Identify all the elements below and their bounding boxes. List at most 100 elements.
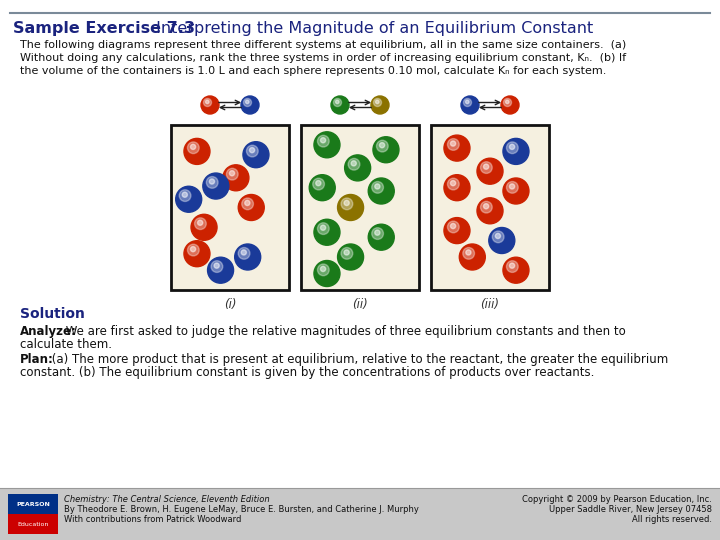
Circle shape [503, 138, 529, 164]
Text: calculate them.: calculate them. [20, 338, 112, 351]
Circle shape [314, 260, 340, 287]
Circle shape [194, 218, 206, 230]
Text: constant. (b) The equilibrium constant is given by the concentrations of product: constant. (b) The equilibrium constant i… [20, 366, 595, 379]
Circle shape [204, 98, 212, 106]
Circle shape [242, 198, 253, 210]
Circle shape [230, 171, 235, 176]
Circle shape [506, 142, 518, 153]
Circle shape [484, 164, 489, 169]
Bar [301, 125, 419, 290]
Circle shape [210, 179, 215, 184]
Circle shape [191, 144, 196, 150]
Circle shape [451, 180, 456, 186]
Text: Plan:: Plan: [20, 353, 54, 366]
Circle shape [314, 132, 340, 158]
Text: (iii): (iii) [480, 298, 500, 311]
Circle shape [246, 145, 258, 157]
Circle shape [338, 244, 364, 270]
Circle shape [484, 204, 489, 209]
Circle shape [201, 96, 219, 114]
Circle shape [318, 223, 329, 234]
Circle shape [320, 138, 325, 143]
Circle shape [444, 175, 470, 201]
Circle shape [503, 178, 529, 204]
Text: The following diagrams represent three different systems at equilibrium, all in : The following diagrams represent three d… [20, 40, 626, 50]
Bar [8, 514, 58, 534]
Circle shape [351, 161, 356, 166]
Bar [8, 494, 58, 514]
Circle shape [341, 247, 353, 259]
Text: All rights reserved.: All rights reserved. [632, 515, 712, 524]
Circle shape [451, 224, 456, 228]
Circle shape [510, 144, 515, 150]
Circle shape [249, 147, 255, 153]
Circle shape [246, 100, 249, 104]
Circle shape [241, 96, 259, 114]
Text: Education: Education [17, 522, 49, 526]
Circle shape [211, 261, 222, 272]
Circle shape [312, 178, 325, 190]
Circle shape [226, 168, 238, 180]
Text: Analyze:: Analyze: [20, 325, 77, 338]
Circle shape [207, 257, 233, 283]
Circle shape [235, 244, 261, 270]
Circle shape [447, 139, 459, 150]
Circle shape [459, 244, 485, 270]
Circle shape [374, 98, 382, 106]
Circle shape [371, 96, 389, 114]
Text: Solution: Solution [20, 307, 85, 321]
Circle shape [464, 98, 472, 106]
Circle shape [344, 250, 349, 255]
Circle shape [176, 186, 202, 212]
Circle shape [314, 219, 340, 245]
Text: (i): (i) [224, 298, 236, 311]
Text: With contributions from Patrick Woodward: With contributions from Patrick Woodward [64, 515, 241, 524]
Text: Copyright © 2009 by Pearson Education, Inc.: Copyright © 2009 by Pearson Education, I… [522, 495, 712, 504]
Text: the volume of the containers is 1.0 L and each sphere represents 0.10 mol, calcu: the volume of the containers is 1.0 L an… [20, 66, 606, 76]
Circle shape [243, 98, 251, 106]
Circle shape [379, 143, 384, 148]
Circle shape [238, 194, 264, 220]
Circle shape [477, 158, 503, 184]
Circle shape [197, 220, 203, 225]
Circle shape [461, 96, 479, 114]
Circle shape [466, 100, 469, 104]
Circle shape [344, 200, 349, 206]
Circle shape [376, 100, 379, 104]
Circle shape [377, 140, 388, 152]
Circle shape [331, 96, 349, 114]
Circle shape [447, 178, 459, 190]
Circle shape [187, 142, 199, 153]
Circle shape [444, 135, 470, 161]
Circle shape [374, 184, 380, 189]
Circle shape [179, 190, 191, 201]
Circle shape [489, 227, 515, 253]
Circle shape [320, 266, 325, 272]
Circle shape [345, 155, 371, 181]
Circle shape [463, 247, 474, 259]
Circle shape [191, 214, 217, 240]
Text: Sample Exercise 7.3: Sample Exercise 7.3 [13, 21, 195, 36]
Bar [301, 125, 419, 290]
Circle shape [348, 158, 360, 170]
Bar [431, 125, 549, 290]
Circle shape [373, 137, 399, 163]
Circle shape [444, 218, 470, 244]
Circle shape [318, 264, 329, 276]
Circle shape [245, 200, 250, 206]
Circle shape [338, 194, 364, 220]
Circle shape [510, 263, 515, 268]
Circle shape [320, 225, 325, 230]
Circle shape [238, 247, 250, 259]
Circle shape [205, 100, 209, 104]
Text: Upper Saddle River, New Jersey 07458: Upper Saddle River, New Jersey 07458 [549, 505, 712, 514]
Circle shape [503, 98, 511, 106]
Circle shape [368, 224, 395, 250]
Circle shape [505, 100, 509, 104]
Circle shape [506, 261, 518, 272]
Text: Without doing any calculations, rank the three systems in order of increasing eq: Without doing any calculations, rank the… [20, 53, 626, 63]
Text: By Theodore E. Brown, H. Eugene LeMay, Bruce E. Bursten, and Catherine J. Murphy: By Theodore E. Brown, H. Eugene LeMay, B… [64, 505, 419, 514]
Circle shape [207, 177, 218, 188]
Circle shape [341, 198, 353, 210]
Circle shape [368, 178, 395, 204]
